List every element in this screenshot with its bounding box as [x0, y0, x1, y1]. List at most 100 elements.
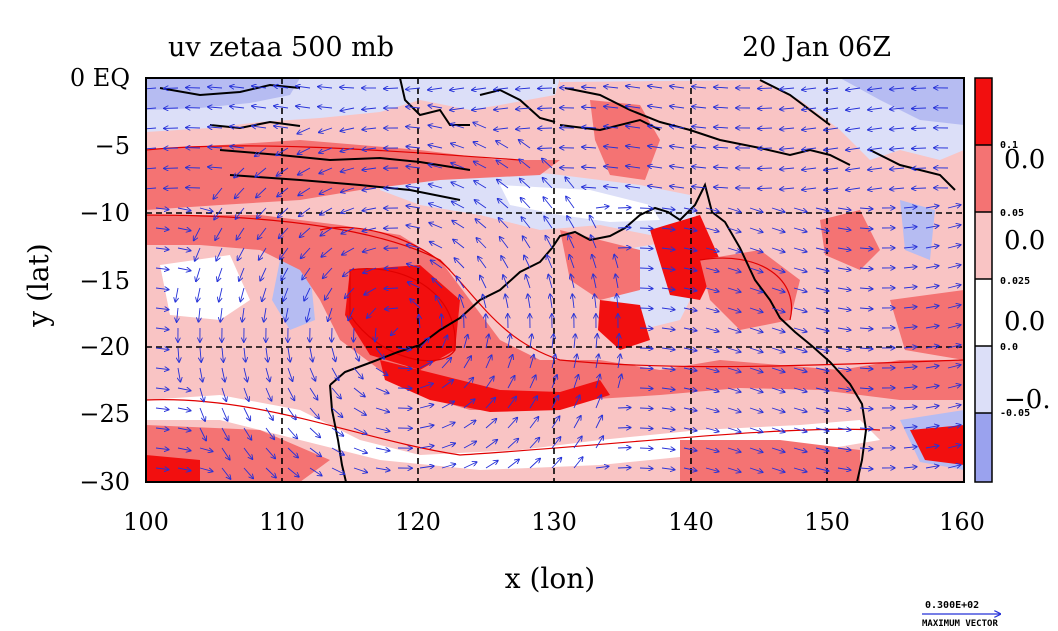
- wind-vector: [771, 207, 785, 212]
- wind-vector: [406, 186, 421, 188]
- wind-vector: [837, 308, 851, 310]
- wind-vector: [727, 227, 741, 232]
- wind-vector: [639, 328, 653, 329]
- wind-vector: [595, 206, 609, 208]
- wind-vector: [793, 387, 807, 392]
- wind-vector: [340, 128, 355, 131]
- wind-vector: [214, 207, 223, 220]
- wind-vector: [472, 108, 487, 110]
- wind-vector: [593, 274, 596, 289]
- wind-vector: [146, 128, 157, 129]
- wind-vector: [639, 408, 653, 409]
- vorticity-contours: [146, 145, 964, 456]
- wind-vector: [648, 146, 663, 148]
- wind-vector: [454, 258, 465, 269]
- wind-vector: [463, 462, 477, 469]
- wind-vector: [319, 147, 333, 153]
- wind-vector: [428, 145, 443, 148]
- wind-vector: [859, 288, 873, 289]
- wind-vector: [485, 461, 498, 469]
- wind-vector: [595, 395, 601, 409]
- colorbar-band: [975, 279, 992, 346]
- wind-vector: [582, 107, 597, 108]
- wind-vector: [217, 267, 223, 281]
- wind-vector: [780, 168, 795, 169]
- wind-vector: [705, 427, 719, 432]
- wind-vector: [648, 186, 663, 188]
- wind-vector: [319, 127, 333, 132]
- wind-vector: [287, 447, 298, 458]
- wind-vector: [793, 427, 807, 432]
- wind-vector: [362, 128, 377, 130]
- wind-vector: [451, 124, 465, 129]
- wind-vector: [859, 248, 873, 249]
- wind-vector: [890, 108, 905, 109]
- wind-vector: [618, 334, 619, 349]
- wind-vector: [341, 187, 355, 192]
- wind-vector: [240, 287, 245, 301]
- wind-vector: [551, 437, 561, 449]
- wind-vector: [397, 348, 411, 350]
- wind-vector: [460, 295, 465, 309]
- x-tick-label: 120: [395, 508, 441, 536]
- wind-vector: [375, 448, 390, 451]
- wind-vector: [683, 308, 697, 311]
- wind-vector: [758, 128, 773, 129]
- wind-vector: [661, 388, 675, 390]
- wind-vector: [419, 362, 432, 369]
- wind-vector: [239, 267, 245, 281]
- colorbar-band: [975, 346, 992, 413]
- wind-vector: [298, 167, 311, 175]
- wind-vector: [208, 167, 223, 168]
- wind-vector: [177, 307, 178, 322]
- wind-vector: [793, 267, 807, 272]
- wind-vector: [230, 146, 245, 148]
- wind-vector: [551, 458, 561, 469]
- wind-vector: [890, 148, 905, 149]
- wind-vector: [297, 127, 311, 134]
- wind-vector: [419, 466, 434, 468]
- wind-vector: [298, 187, 311, 196]
- wind-vector: [565, 177, 575, 189]
- wind-vector: [177, 388, 191, 391]
- wind-vector: [639, 228, 653, 229]
- wind-vector: [758, 88, 773, 89]
- wind-vector: [567, 216, 575, 229]
- wind-vector: [429, 223, 443, 229]
- wind-vector: [727, 327, 741, 332]
- wind-vector: [196, 267, 201, 281]
- wind-vector: [362, 188, 377, 190]
- wind-vector: [859, 428, 873, 429]
- wind-vector: [837, 408, 851, 410]
- wind-vector: [429, 165, 443, 169]
- wind-vector: [278, 207, 289, 217]
- wind-vector: [947, 465, 961, 468]
- wind-vector: [573, 457, 583, 469]
- wind-vector: [222, 367, 225, 382]
- wind-vector: [364, 287, 377, 295]
- wind-vector: [526, 275, 531, 289]
- wind-vector: [283, 287, 289, 301]
- wind-vector: [318, 87, 333, 88]
- wind-vector: [890, 88, 905, 89]
- wind-vector: [155, 208, 169, 210]
- wind-vector: [473, 142, 487, 149]
- wind-vector: [595, 466, 609, 468]
- wind-vector: [802, 148, 817, 150]
- x-tick-label: 150: [804, 508, 850, 536]
- wind-vector: [639, 468, 653, 469]
- wind-vector: [903, 287, 917, 288]
- wind-vector: [815, 448, 829, 451]
- wind-vector: [428, 88, 443, 90]
- wind-vector: [287, 467, 299, 477]
- wind-vector: [406, 225, 421, 228]
- wind-vector: [155, 428, 169, 430]
- wind-vector: [846, 188, 861, 190]
- colorbar-band: [975, 145, 992, 212]
- wind-vector: [406, 166, 421, 168]
- wind-vector: [683, 208, 697, 211]
- wind-vector: [670, 126, 685, 128]
- wind-vector: [859, 448, 873, 449]
- wind-vector: [661, 428, 675, 430]
- wind-vector: [199, 407, 205, 421]
